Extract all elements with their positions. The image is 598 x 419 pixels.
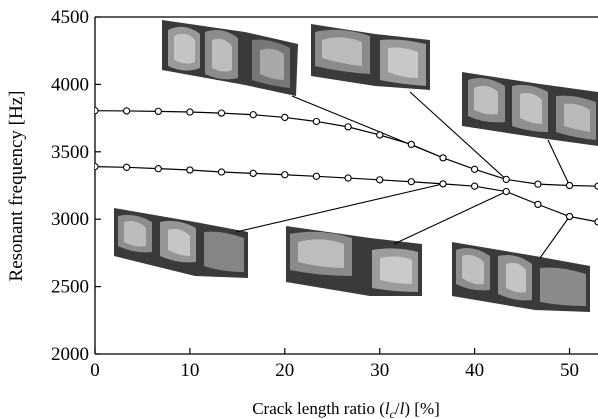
axes — [94, 16, 598, 355]
mode-shape-top-1 — [162, 20, 298, 96]
series-group — [95, 107, 598, 226]
data-point — [439, 154, 447, 162]
data-point — [594, 182, 598, 190]
x-tick-label: 50 — [560, 360, 579, 381]
data-point — [502, 187, 510, 196]
data-point — [217, 168, 226, 176]
leader-line — [393, 191, 507, 245]
data-point — [376, 131, 384, 139]
y-axis-label: Resonant frequency [Hz] — [6, 91, 27, 282]
data-point — [154, 107, 162, 116]
data-point — [407, 140, 415, 149]
leader-line — [409, 91, 507, 180]
x-tick-label: 0 — [90, 360, 100, 381]
data-point — [95, 162, 99, 171]
data-point — [122, 163, 131, 171]
data-point — [470, 165, 479, 173]
data-point — [534, 200, 542, 209]
x-tick-label: 20 — [275, 360, 294, 381]
data-point — [565, 181, 574, 190]
y-tick-label: 3000 — [51, 209, 89, 230]
mode-shape-bottom-3 — [452, 242, 590, 312]
data-point — [281, 171, 289, 179]
data-point — [565, 212, 574, 221]
y-tick-label: 3500 — [51, 142, 89, 163]
mode-shape-bottom-1 — [114, 208, 248, 278]
data-point — [249, 111, 257, 119]
ticks: 0 10 20 30 40 50 2000 2500 3000 3500 4000 4500 — [51, 7, 579, 381]
y-tick-label: 2000 — [51, 344, 89, 365]
data-point — [249, 169, 257, 178]
leader-line — [547, 139, 571, 186]
data-point — [122, 107, 131, 115]
mode-shape-top-3 — [462, 72, 598, 146]
y-tick-label: 2500 — [51, 277, 89, 298]
data-point — [312, 117, 321, 126]
data-point — [344, 174, 352, 182]
data-point — [154, 164, 162, 173]
leader-line — [539, 216, 570, 259]
data-point — [502, 175, 510, 184]
data-point — [217, 109, 226, 117]
x-axis-label: Crack length ratio (lc/l) [%] — [252, 399, 440, 419]
data-point — [594, 218, 598, 226]
x-tick-label: 30 — [370, 360, 389, 381]
data-point — [186, 108, 194, 116]
data-point — [95, 107, 99, 115]
data-point — [470, 182, 479, 190]
data-point — [534, 180, 542, 188]
data-point — [407, 178, 415, 186]
data-point — [439, 180, 447, 188]
data-point — [281, 113, 289, 122]
mode-shape-insets — [114, 20, 598, 312]
x-tick-label: 40 — [465, 360, 484, 381]
leader-line — [235, 183, 444, 233]
mode-shape-top-2 — [311, 24, 430, 90]
data-point — [312, 172, 321, 180]
y-tick-label: 4500 — [51, 7, 89, 28]
mode-shape-bottom-2 — [286, 226, 422, 296]
x-tick-label: 10 — [180, 360, 199, 381]
data-point — [344, 123, 352, 131]
data-point — [376, 176, 384, 184]
data-point — [186, 166, 194, 174]
y-tick-label: 4000 — [51, 74, 89, 95]
leader-lines — [235, 91, 571, 259]
